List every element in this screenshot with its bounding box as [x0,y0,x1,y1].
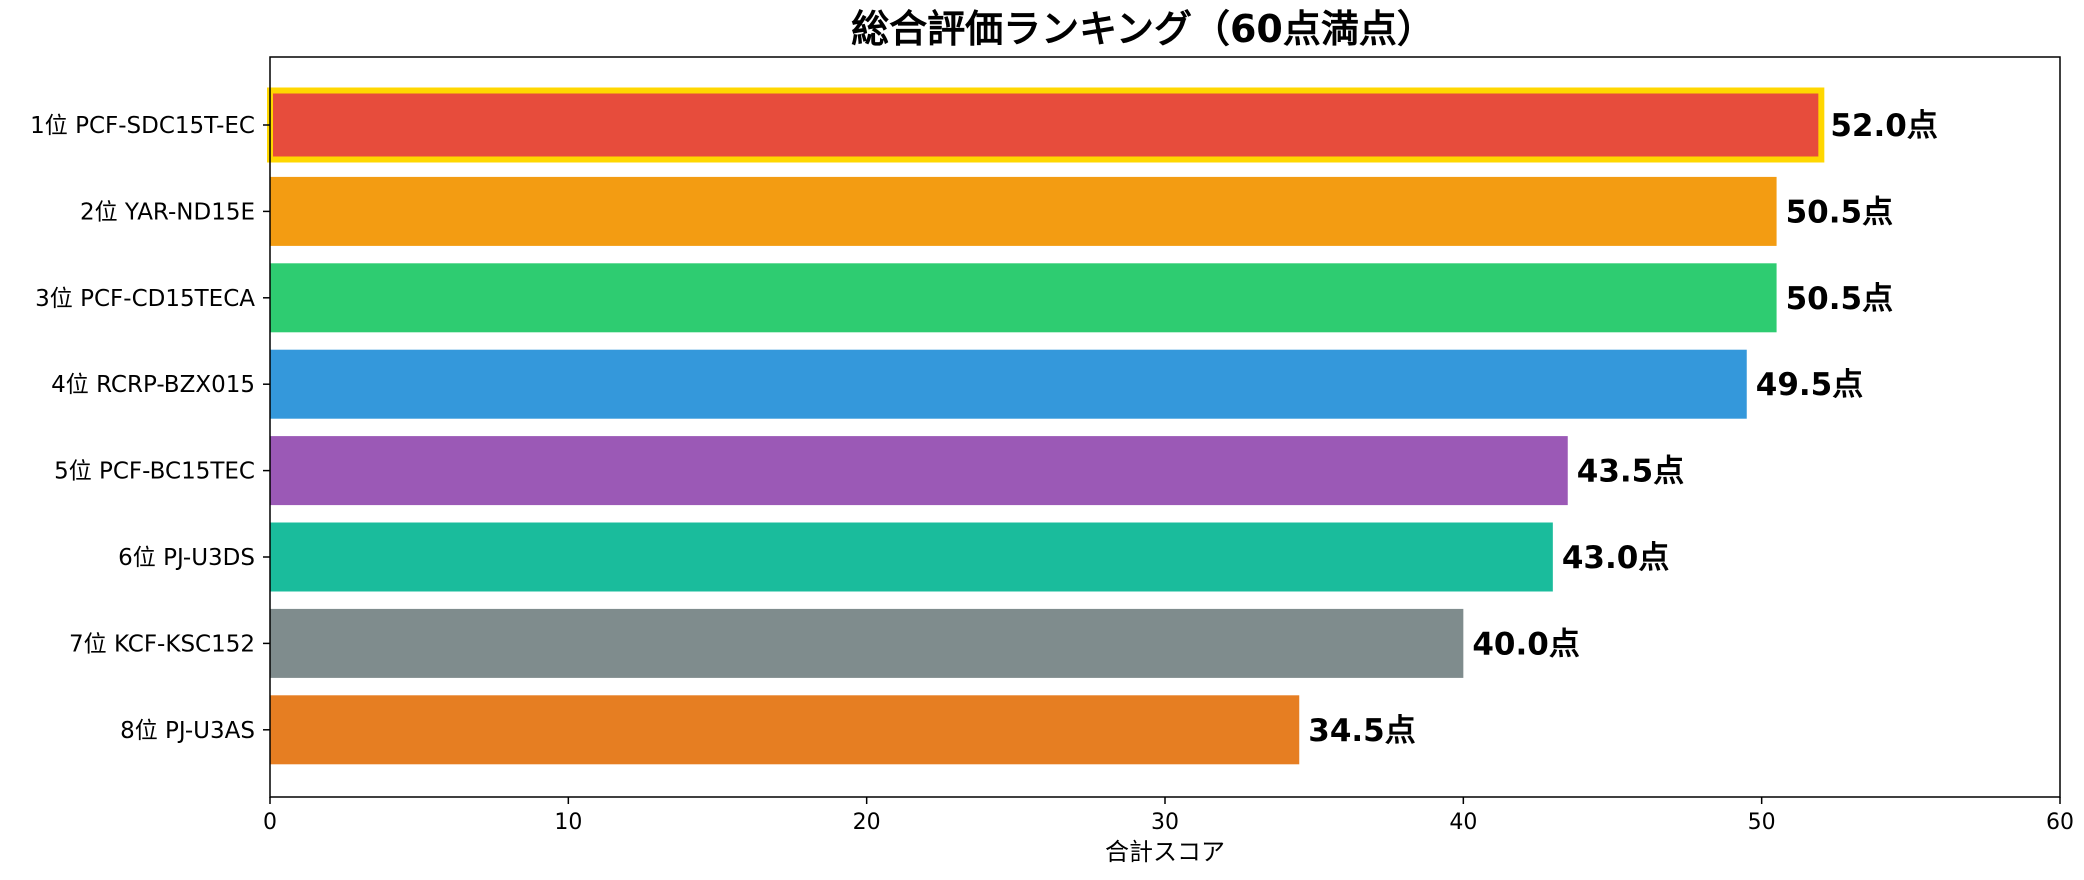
value-label-7: 40.0点 [1472,626,1580,662]
axes-layer: 1位 PCF-SDC15T-EC 2位 YAR-ND15E 3位 PCF-CD15T… [30,56,2074,835]
y-tick-label-7: 7位 KCF-KSC152 [69,631,255,657]
x-tick-label-30: 30 [1151,810,1179,835]
value-label-5: 43.5点 [1577,454,1685,490]
bar-6 [270,522,1553,592]
y-tick-label-2: 2位 YAR-ND15E [80,199,255,225]
value-label-6: 43.0点 [1562,540,1670,576]
value-label-2: 50.5点 [1786,194,1894,230]
value-label-8: 34.5点 [1308,713,1416,749]
x-tick-label-0: 0 [263,810,277,835]
plot-frame [269,56,2061,798]
y-tick-label-5: 5位 PCF-BC15TEC [54,459,255,485]
value-label-3: 50.5点 [1786,281,1894,317]
x-axis-label: 合計スコア [1105,838,1225,866]
y-tick-label-8: 8位 PJ-U3AS [120,718,255,744]
bar-1 [267,87,1825,163]
y-tick-label-6: 6位 PJ-U3DS [118,545,255,571]
x-tick-label-50: 50 [1748,810,1776,835]
bar-5 [270,436,1568,506]
x-tick-label-10: 10 [554,810,582,835]
y-tick-label-1: 1位 PCF-SDC15T-EC [30,113,255,139]
x-tick-label-40: 40 [1449,810,1477,835]
bar-2 [270,176,1777,246]
value-label-4: 49.5点 [1756,367,1864,403]
bar-4 [270,349,1747,419]
y-tick-label-3: 3位 PCF-CD15TECA [35,286,255,312]
bars-layer: 52.0点 50.5点 50.5点 49.5点 43.5点 43.0点 40.0点 34.5点 [267,87,1938,765]
y-tick-label-4: 4位 RCRP-BZX015 [51,372,255,398]
value-label-1: 52.0点 [1830,108,1938,144]
x-tick-label-20: 20 [853,810,881,835]
bar-3 [270,263,1777,333]
bar-7 [270,608,1464,678]
bar-8 [270,695,1300,765]
chart-title: 総合評価ランキング（60点満点） [851,7,1435,51]
x-tick-label-60: 60 [2046,810,2074,835]
